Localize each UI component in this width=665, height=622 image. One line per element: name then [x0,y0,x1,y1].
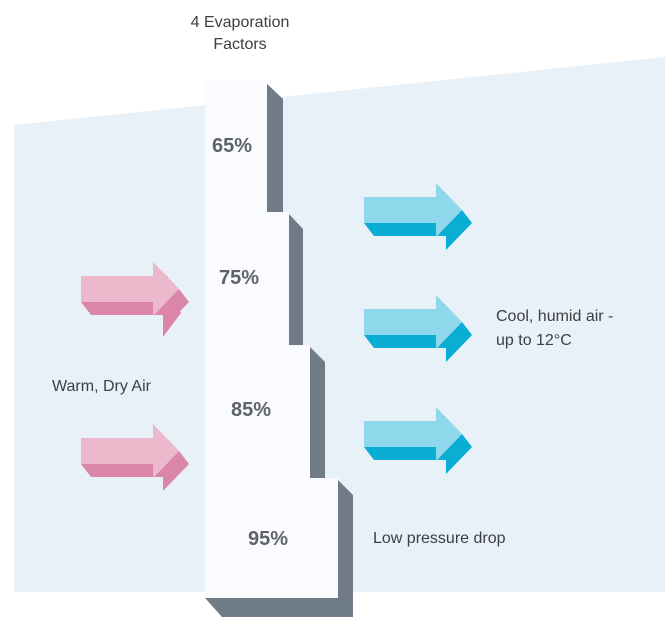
input-air-label: Warm, Dry Air [52,378,151,395]
pad-side-2 [287,212,303,345]
blue-arrow-right-icon [364,183,472,250]
pink-arrow-right-icon [81,262,189,337]
pad-bottom-edge [205,598,353,617]
pad-front-2 [205,212,289,347]
pad-side-3 [308,345,325,478]
diagram-title-line-2: Factors [213,36,267,53]
pad-front-4 [205,478,338,598]
blue-arrow-right-icon [364,295,472,362]
diagram-title-line-1: 4 Evaporation [190,14,290,31]
blue-arrow-right-icon [364,407,472,474]
pad-side-4 [336,478,353,617]
evaporation-pad: 65% 75% 85% 95% [205,80,353,617]
pressure-drop-label: Low pressure drop [373,530,506,547]
output-air-label: Cool, humid air - up to 12°C [496,305,613,353]
output-air-label-line-2: up to 12°C [496,332,572,349]
diagram-title: 4 Evaporation Factors [140,12,340,56]
pad-front-3 [205,345,310,480]
output-air-label-line-1: Cool, humid air - [496,308,614,325]
stage-4-percent: 95% [248,528,288,550]
stage-3-percent: 85% [231,399,271,421]
pink-arrow-right-icon [81,424,189,491]
stage-1-percent: 65% [212,135,252,157]
pad-side-1 [265,82,283,212]
stage-2-percent: 75% [219,267,259,289]
pad-front-1 [205,80,267,214]
